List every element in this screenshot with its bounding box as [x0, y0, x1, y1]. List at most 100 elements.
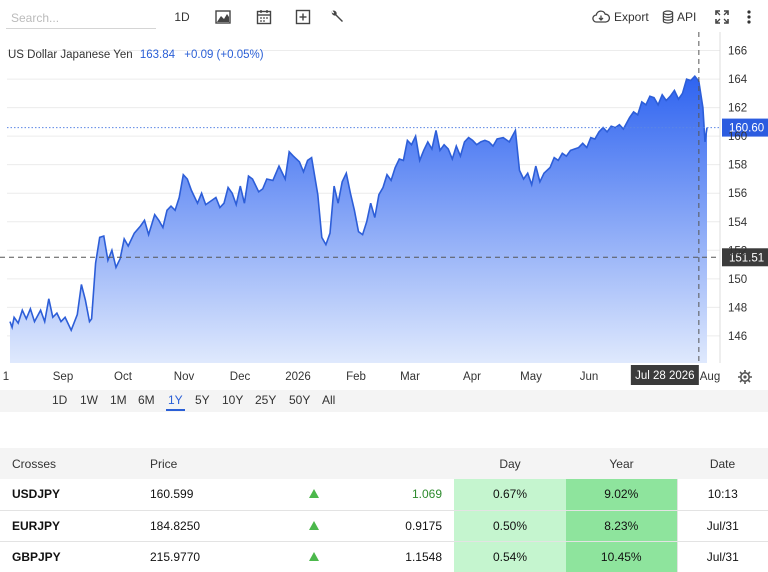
symbol-cell[interactable]: EURJPY	[0, 510, 138, 542]
y-tick-label: 150	[728, 274, 747, 286]
y-tick-label: 148	[728, 302, 747, 314]
crosshair-date-label: Jul 28 2026	[635, 370, 694, 382]
day-change-cell: 0.50%	[454, 510, 566, 542]
x-tick-label: May	[520, 371, 542, 383]
wrench-icon[interactable]	[326, 7, 348, 27]
date-cell: Jul/31	[676, 541, 768, 572]
vertical-dots-icon[interactable]	[742, 7, 756, 27]
change-cell: 1.1548	[352, 541, 454, 572]
up-arrow-icon	[276, 479, 352, 511]
chart-legend: US Dollar Japanese Yen 163.84 +0.09 (+0.…	[8, 49, 264, 61]
col-header-crosses: Crosses	[0, 448, 138, 479]
day-change-cell: 0.67%	[454, 479, 566, 511]
y-tick-label: 158	[728, 160, 747, 172]
up-arrow-icon	[276, 510, 352, 542]
col-header-date: Date	[677, 448, 768, 479]
export-button[interactable]: Export	[592, 7, 650, 27]
cloud-download-icon	[592, 10, 610, 23]
range-button-50y[interactable]: 50Y	[289, 393, 311, 407]
x-tick-label: Jun	[580, 371, 599, 383]
x-tick-label: Sep	[53, 371, 73, 383]
range-button-all[interactable]: All	[322, 393, 336, 407]
x-tick-label: Nov	[174, 371, 195, 383]
x-tick-label: Dec	[230, 371, 251, 383]
table-row[interactable]: EURJPY 184.8250 0.9175 0.50% 8.23% Jul/31	[0, 510, 768, 542]
api-button[interactable]: API	[662, 7, 698, 27]
instrument-name: US Dollar Japanese Yen	[8, 49, 133, 61]
y-tick-label: 166	[728, 46, 747, 58]
plus-box-icon[interactable]	[292, 7, 314, 27]
range-button-5y[interactable]: 5Y	[195, 393, 210, 407]
x-tick-label: 2026	[285, 371, 311, 383]
col-header-year[interactable]: Year	[566, 448, 677, 479]
col-header-change	[352, 448, 454, 479]
y-tick-label: 146	[728, 331, 747, 343]
x-tick-label: 1	[3, 371, 9, 383]
y-tick-label: 152	[728, 245, 747, 257]
last-price-label: 160.60	[729, 123, 764, 135]
price-cell: 184.8250	[138, 510, 276, 542]
symbol-cell[interactable]: USDJPY	[0, 479, 138, 511]
y-tick-label: 154	[728, 217, 748, 229]
instrument-price: 163.84	[140, 49, 176, 61]
date-cell: 10:13	[676, 479, 768, 511]
year-change-cell: 10.45%	[566, 541, 677, 572]
date-cell: Jul/31	[676, 510, 768, 542]
col-header-arrow	[276, 448, 352, 479]
instrument-change: +0.09 (+0.05%)	[184, 49, 263, 61]
symbol-cell[interactable]: GBPJPY	[0, 541, 138, 572]
change-cell: 1.069	[352, 479, 454, 511]
range-button-1y[interactable]: 1Y	[166, 393, 185, 411]
col-header-price: Price	[138, 448, 276, 479]
range-button-1w[interactable]: 1W	[80, 393, 98, 407]
change-cell: 0.9175	[352, 510, 454, 542]
interval-label: 1D	[174, 10, 190, 24]
year-change-cell: 9.02%	[566, 479, 677, 511]
triangle-up-icon	[309, 551, 319, 561]
x-tick-label: Apr	[463, 371, 481, 383]
price-cell: 160.599	[138, 479, 276, 511]
api-label: API	[677, 10, 697, 24]
triangle-up-icon	[309, 520, 319, 530]
chart-toolbar: 1D Export API	[0, 0, 768, 34]
mountain-chart-icon[interactable]	[212, 7, 234, 27]
y-axis: 146 148 150 152 154 156 158 160 162 164 166	[728, 46, 748, 343]
export-label: Export	[614, 10, 649, 24]
search-input[interactable]	[6, 7, 156, 29]
range-button-1d[interactable]: 1D	[52, 393, 68, 407]
year-change-cell: 8.23%	[566, 510, 677, 542]
fullscreen-icon[interactable]	[712, 7, 732, 27]
settings-gear-icon[interactable]	[738, 370, 752, 384]
table-row[interactable]: USDJPY 160.599 1.069 0.67% 9.02% 10:13	[0, 479, 768, 511]
crosses-table: Crosses Price Day Year Date USDJPY 160.59…	[0, 448, 768, 572]
table-row[interactable]: GBPJPY 215.9770 1.1548 0.54% 10.45% Jul/31	[0, 541, 768, 572]
crosshair-price-badge	[722, 248, 768, 267]
table-header: Crosses Price Day Year Date	[0, 448, 768, 479]
price-cell: 215.9770	[138, 541, 276, 572]
range-button-10y[interactable]: 10Y	[222, 393, 244, 407]
up-arrow-icon	[276, 541, 352, 572]
x-tick-label: Aug	[700, 371, 720, 383]
range-button-1m[interactable]: 1M	[110, 393, 127, 407]
crosshair-price-label: 151.51	[729, 252, 764, 264]
y-tick-label: 162	[728, 103, 747, 115]
crosshair-date-badge	[630, 365, 699, 385]
last-price-badge	[722, 118, 768, 137]
x-tick-label: Oct	[114, 371, 133, 383]
range-button-6m[interactable]: 6M	[138, 393, 155, 407]
x-tick-label: Feb	[346, 371, 366, 383]
y-tick-label: 164	[728, 74, 748, 86]
y-tick-label: 160	[728, 131, 747, 143]
interval-button[interactable]: 1D	[168, 7, 196, 27]
day-change-cell: 0.54%	[454, 541, 566, 572]
x-axis: 1 Sep Oct Nov Dec 2026 Feb Mar Apr May Jun Aug	[3, 371, 720, 383]
price-area	[10, 76, 707, 363]
calendar-icon[interactable]	[253, 7, 275, 27]
triangle-up-icon	[309, 489, 319, 499]
x-tick-label: Mar	[400, 371, 420, 383]
database-icon	[662, 10, 674, 24]
y-tick-label: 156	[728, 188, 747, 200]
range-button-25y[interactable]: 25Y	[255, 393, 277, 407]
col-header-day[interactable]: Day	[454, 448, 566, 479]
